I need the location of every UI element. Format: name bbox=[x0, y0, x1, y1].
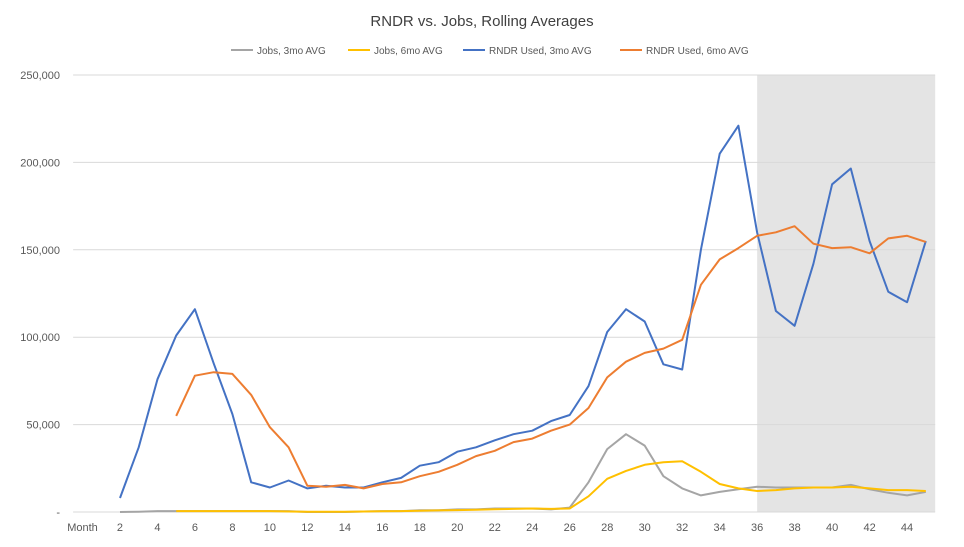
x-tick-label: 10 bbox=[264, 522, 276, 534]
y-tick-label: - bbox=[56, 507, 60, 519]
legend-item: Jobs, 3mo AVG bbox=[231, 46, 326, 57]
x-tick-label: 4 bbox=[154, 522, 160, 534]
x-tick-label: 24 bbox=[526, 522, 538, 534]
series-line-rndr-used-6mo-avg bbox=[175, 225, 927, 490]
legend-item: RNDR Used, 6mo AVG bbox=[620, 46, 749, 57]
x-tick-label: 14 bbox=[339, 522, 351, 534]
y-tick-label: 150,000 bbox=[20, 245, 60, 257]
x-tick-label: 30 bbox=[639, 522, 651, 534]
series-line-rndr-used-3mo-avg bbox=[119, 124, 927, 499]
chart-title: RNDR vs. Jobs, Rolling Averages bbox=[370, 13, 593, 30]
x-tick-label: 26 bbox=[564, 522, 576, 534]
legend-label: Jobs, 3mo AVG bbox=[257, 46, 326, 57]
x-tick-label: 22 bbox=[489, 522, 501, 534]
x-tick-label: 36 bbox=[751, 522, 763, 534]
y-tick-label: 50,000 bbox=[26, 420, 60, 432]
y-tick-label: 250,000 bbox=[20, 70, 60, 82]
legend-label: RNDR Used, 6mo AVG bbox=[646, 46, 749, 57]
y-tick-label: 100,000 bbox=[20, 332, 60, 344]
x-tick-label: 12 bbox=[301, 522, 313, 534]
x-tick-label: 40 bbox=[826, 522, 838, 534]
x-tick-label: 18 bbox=[414, 522, 426, 534]
y-tick-label: 200,000 bbox=[20, 157, 60, 169]
x-tick-label: 38 bbox=[788, 522, 800, 534]
legend-item: Jobs, 6mo AVG bbox=[348, 46, 443, 57]
x-axis-label: Month bbox=[67, 522, 98, 534]
x-tick-label: 2 bbox=[117, 522, 123, 534]
legend-label: Jobs, 6mo AVG bbox=[374, 46, 443, 57]
x-tick-label: 20 bbox=[451, 522, 463, 534]
forecast-shaded-region bbox=[757, 75, 936, 512]
legend-item: RNDR Used, 3mo AVG bbox=[463, 46, 592, 57]
x-tick-label: 32 bbox=[676, 522, 688, 534]
series-line-jobs-6mo-avg bbox=[176, 460, 926, 513]
x-tick-label: 6 bbox=[192, 522, 198, 534]
x-tick-label: 28 bbox=[601, 522, 613, 534]
x-tick-label: 34 bbox=[714, 522, 726, 534]
x-tick-label: 16 bbox=[376, 522, 388, 534]
x-tick-label: 42 bbox=[863, 522, 875, 534]
x-tick-label: 8 bbox=[229, 522, 235, 534]
legend-label: RNDR Used, 3mo AVG bbox=[489, 46, 592, 57]
x-tick-label: 44 bbox=[901, 522, 913, 534]
